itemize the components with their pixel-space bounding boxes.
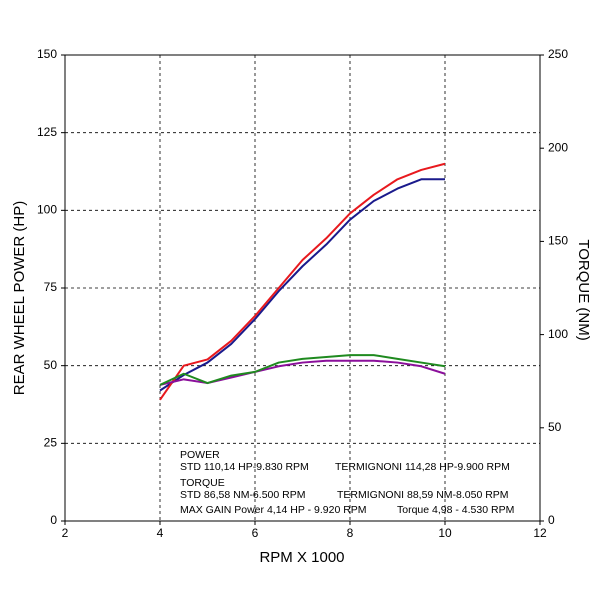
y-tick-label: 150 — [37, 47, 57, 61]
x-tick-label: 8 — [347, 526, 354, 540]
x-axis-label: RPM X 1000 — [259, 549, 344, 566]
y2-tick-label: 50 — [548, 420, 562, 434]
y-tick-label: 75 — [44, 280, 58, 294]
legend-entry: STD 110,14 HP-9.830 RPM — [180, 461, 309, 473]
y2-axis-label: TORQUE (NM) — [575, 239, 592, 340]
y2-tick-label: 100 — [548, 327, 568, 341]
y-tick-label: 125 — [37, 125, 57, 139]
x-tick-label: 4 — [157, 526, 164, 540]
y2-tick-label: 0 — [548, 513, 555, 527]
legend-entry: TERMIGNONI 88,59 NM-8.050 RPM — [337, 489, 509, 501]
annotation: POWER — [180, 449, 220, 461]
x-tick-label: 12 — [533, 526, 547, 540]
x-tick-label: 10 — [438, 526, 452, 540]
x-tick-label: 2 — [62, 526, 69, 540]
series-line — [159, 354, 446, 386]
annotation: TORQUE — [180, 477, 225, 489]
series-line — [159, 178, 445, 392]
annotation: Torque 4,98 - 4.530 RPM — [397, 504, 514, 516]
annotation: MAX GAIN Power 4,14 HP - 9.920 RPM — [180, 504, 367, 516]
y-tick-label: 100 — [37, 203, 57, 217]
y-tick-label: 50 — [44, 358, 58, 372]
y-tick-label: 25 — [44, 436, 58, 450]
y2-tick-label: 200 — [548, 140, 568, 154]
legend-entry: STD 86,58 NM-6.500 RPM — [180, 489, 305, 501]
y2-tick-label: 250 — [548, 47, 568, 61]
y-axis-label: REAR WHEEL POWER (HP) — [11, 201, 28, 395]
y2-tick-label: 150 — [548, 234, 568, 248]
series-line — [159, 162, 446, 401]
x-tick-label: 6 — [252, 526, 259, 540]
y-tick-label: 0 — [50, 513, 57, 527]
legend-entry: TERMIGNONI 114,28 HP-9.900 RPM — [335, 461, 510, 473]
